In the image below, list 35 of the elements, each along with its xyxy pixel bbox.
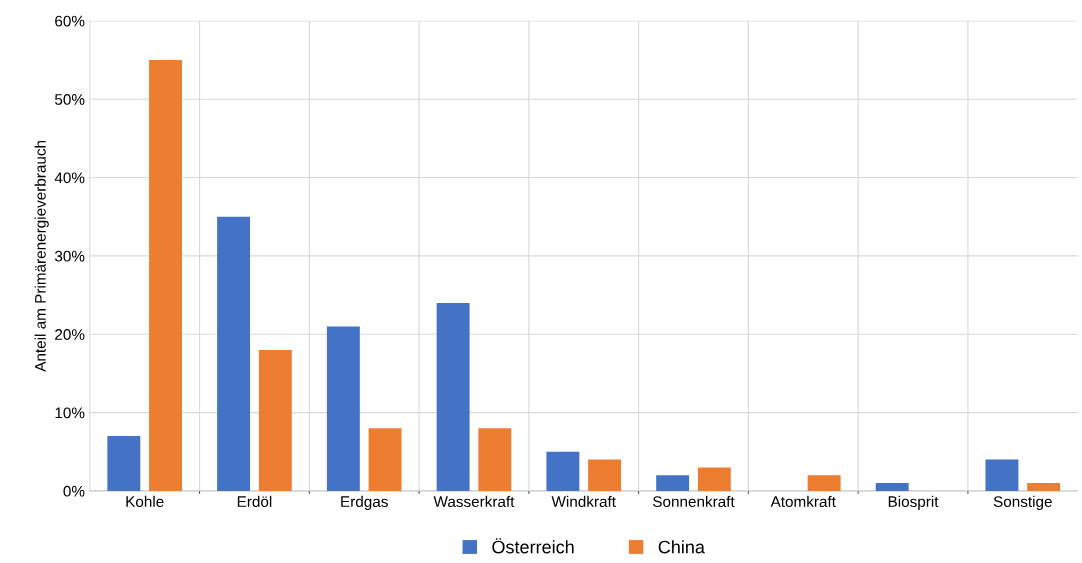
- x-tick-label: Sonnenkraft: [653, 495, 735, 508]
- x-tick-label: Atomkraft: [770, 495, 836, 508]
- legend-label: Österreich: [492, 538, 574, 554]
- y-axis-title: Anteil am Primärenergieverbrauch: [34, 140, 49, 372]
- x-tick-label: Erdgas: [341, 495, 388, 511]
- x-tick-label: Erdöl: [237, 495, 272, 508]
- bar: [478, 428, 512, 491]
- y-tick-label: 60%: [55, 15, 85, 27]
- y-tick-label: 30%: [54, 250, 85, 262]
- legend-label: China: [658, 540, 705, 554]
- y-tick-label: 40%: [54, 172, 85, 184]
- bar: [697, 467, 731, 491]
- bar: [149, 60, 183, 491]
- bar: [1027, 483, 1061, 491]
- bar: [588, 459, 622, 491]
- x-tick-label: Biosprit: [888, 495, 939, 511]
- y-tick-label: 50%: [54, 94, 85, 105]
- y-tick-label: 20%: [55, 329, 85, 340]
- bar: [436, 302, 470, 491]
- x-tick-label: Sonstige: [993, 495, 1052, 511]
- bar: [258, 349, 292, 491]
- y-tick-label: 10%: [55, 407, 85, 419]
- bar: [875, 483, 909, 491]
- x-tick-label: Windkraft: [551, 495, 616, 508]
- x-tick-label: Kohle: [126, 495, 164, 508]
- bar: [807, 475, 841, 491]
- bar: [656, 475, 690, 491]
- y-tick-label: 0%: [63, 485, 85, 497]
- bar: [546, 451, 580, 491]
- bar: [326, 326, 360, 491]
- bar: [985, 459, 1019, 491]
- bar: [368, 428, 402, 491]
- bar: [107, 436, 141, 491]
- x-tick-label: Wasserkraft: [433, 495, 515, 508]
- bar: [217, 216, 251, 491]
